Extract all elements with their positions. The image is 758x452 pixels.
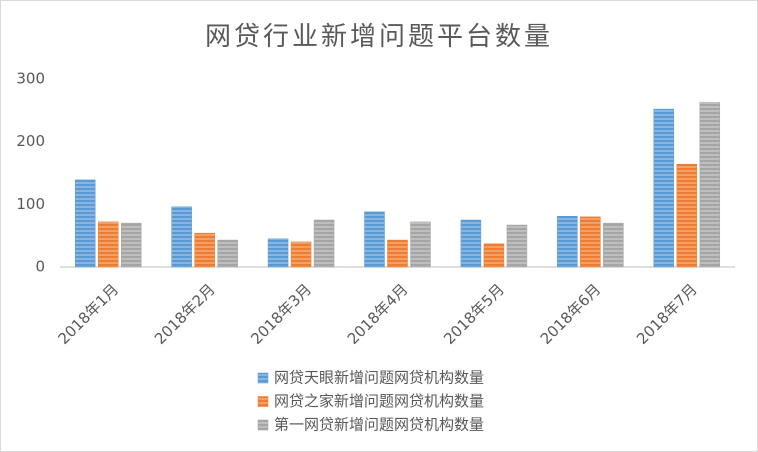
bar bbox=[217, 239, 238, 268]
bar bbox=[653, 108, 675, 268]
bar bbox=[120, 222, 142, 268]
bar bbox=[313, 219, 335, 268]
bar bbox=[699, 101, 721, 268]
legend-swatch bbox=[257, 372, 269, 384]
y-tick-label: 200 bbox=[16, 132, 45, 150]
legend-label: 网贷之家新增问题网贷机构数量 bbox=[274, 392, 484, 410]
bar bbox=[410, 221, 431, 268]
legend-label: 网贷天眼新增问题网贷机构数量 bbox=[274, 369, 484, 387]
bar bbox=[483, 243, 505, 268]
bar bbox=[557, 215, 578, 268]
bar bbox=[676, 163, 698, 268]
y-tick-label: 100 bbox=[16, 195, 45, 213]
y-tick-label: 300 bbox=[16, 70, 45, 88]
bar bbox=[580, 216, 601, 268]
bar bbox=[290, 241, 312, 268]
legend-label: 第一网贷新增问题网贷机构数量 bbox=[274, 416, 484, 434]
bar bbox=[603, 222, 624, 268]
bar bbox=[171, 206, 192, 268]
bar bbox=[506, 224, 528, 268]
bar bbox=[194, 232, 215, 268]
bar bbox=[74, 179, 96, 268]
bar bbox=[267, 238, 289, 268]
bar bbox=[387, 239, 408, 268]
y-tick-label: 0 bbox=[35, 258, 45, 276]
bar bbox=[364, 211, 385, 268]
chart-title: 网贷行业新增问题平台数量 bbox=[205, 22, 553, 52]
bar bbox=[460, 219, 482, 268]
bar bbox=[97, 221, 119, 268]
legend-swatch bbox=[257, 396, 269, 407]
legend-swatch bbox=[257, 419, 269, 431]
